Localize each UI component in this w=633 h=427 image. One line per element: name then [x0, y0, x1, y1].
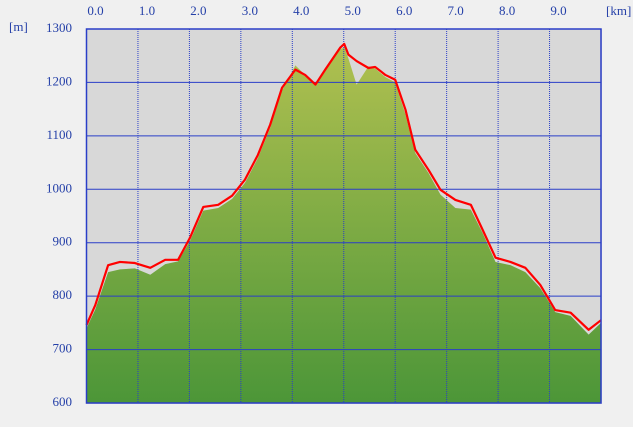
x-tick-label: 3.0 — [242, 3, 258, 18]
y-tick-label: 1200 — [46, 73, 72, 88]
x-tick-label: 0.0 — [87, 3, 103, 18]
plot-border — [85, 28, 602, 404]
x-tick-label: 9.0 — [550, 3, 566, 18]
y-tick-label: 1100 — [46, 127, 72, 142]
x-tick-label: 4.0 — [293, 3, 309, 18]
y-tick-label: 900 — [53, 234, 73, 249]
x-tick-label: 1.0 — [139, 3, 155, 18]
x-unit: [km] — [606, 3, 631, 18]
y-unit: [m] — [9, 19, 28, 34]
y-tick-label: 1000 — [46, 180, 72, 195]
track-line — [85, 42, 602, 331]
x-tick-label: 2.0 — [190, 3, 206, 18]
y-tick-label: 800 — [53, 287, 73, 302]
x-tick-label: 7.0 — [448, 3, 464, 18]
y-tick-label: 1300 — [46, 20, 72, 35]
y-tick-label: 600 — [53, 394, 73, 409]
y-tick-label: 700 — [53, 341, 73, 356]
x-tick-label: 5.0 — [345, 3, 361, 18]
x-tick-label: 6.0 — [396, 3, 412, 18]
x-tick-label: 8.0 — [499, 3, 515, 18]
